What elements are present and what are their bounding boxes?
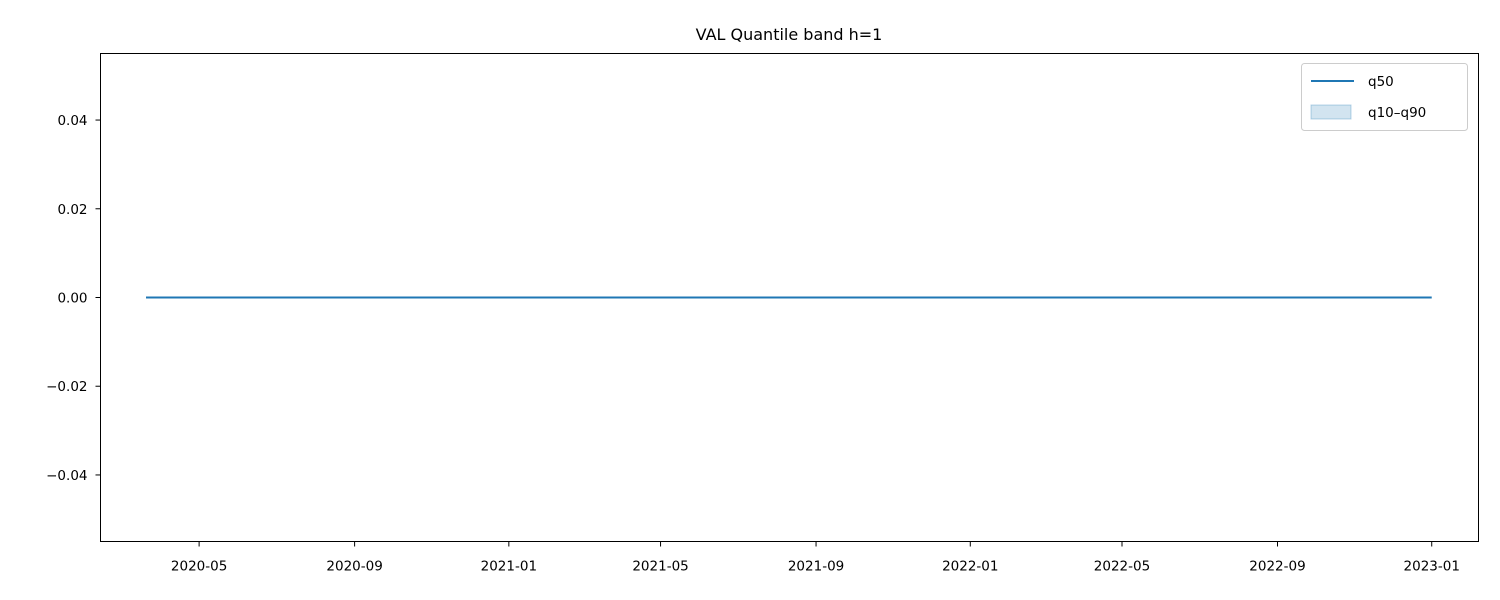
x-tick-label: 2021-01	[481, 559, 537, 575]
x-tick-label: 2023-01	[1404, 559, 1460, 575]
y-tick-label: −0.04	[46, 468, 87, 484]
x-tick-label: 2021-09	[788, 559, 844, 575]
x-tick-label: 2022-01	[942, 559, 998, 575]
x-tick-label: 2022-05	[1094, 559, 1150, 575]
legend: q50 q10–q90	[1301, 63, 1468, 131]
x-tick-label: 2021-05	[632, 559, 688, 575]
y-tick-label: 0.02	[57, 202, 87, 218]
legend-band-swatch	[1310, 104, 1352, 120]
x-tick-label: 2022-09	[1249, 559, 1305, 575]
plot-area	[100, 53, 1479, 542]
y-axis: −0.04 −0.02 0.00 0.02 0.04	[46, 113, 101, 484]
legend-q50-label: q50	[1368, 74, 1394, 90]
chart-title: VAL Quantile band h=1	[696, 25, 883, 44]
legend-band-label: q10–q90	[1368, 105, 1426, 121]
y-tick-label: −0.02	[46, 379, 87, 395]
x-tick-label: 2020-09	[326, 559, 382, 575]
x-axis: 2020-05 2020-09 2021-01 2021-05 2021-09 2022-…	[171, 541, 1460, 575]
y-tick-label: 0.00	[57, 291, 87, 307]
y-tick-label: 0.04	[57, 113, 87, 129]
x-tick-label: 2020-05	[171, 559, 227, 575]
